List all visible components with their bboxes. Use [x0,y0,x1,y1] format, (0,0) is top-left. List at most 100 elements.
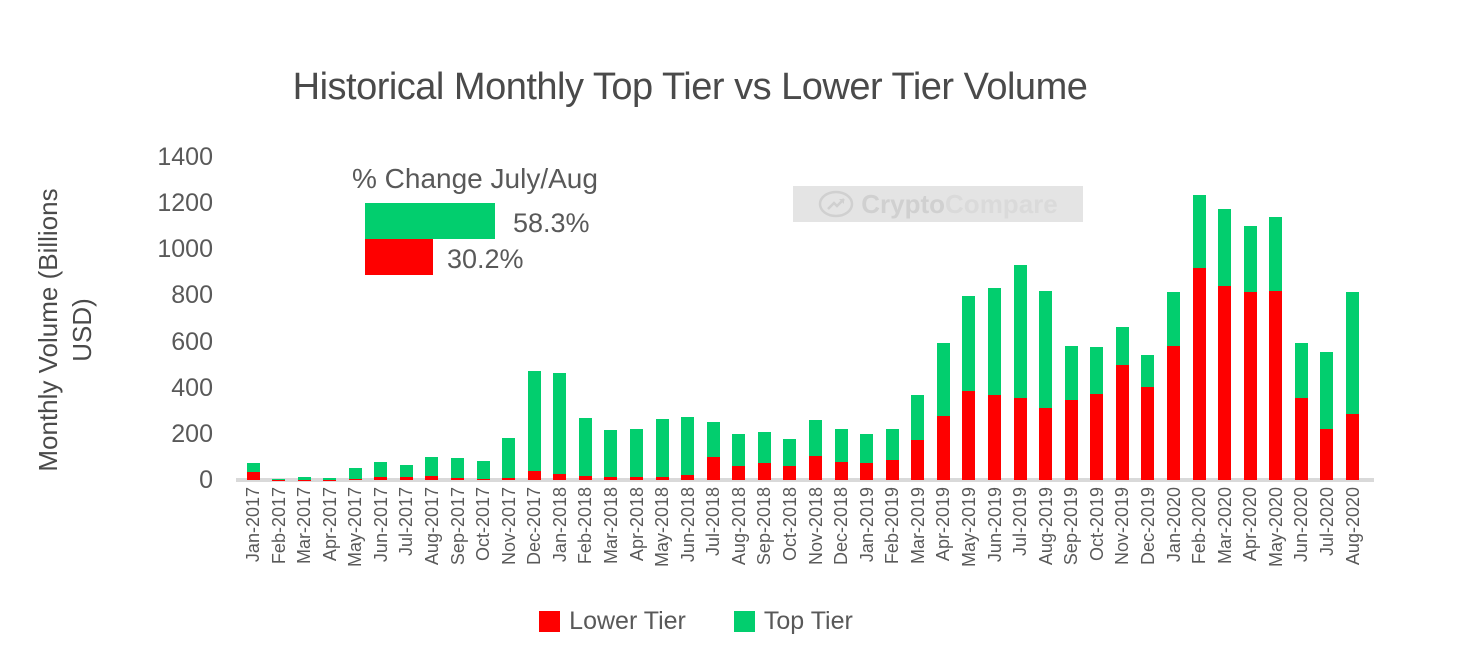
legend-item-top-tier: Top Tier [733,607,853,636]
bar-segment-lower-tier [630,477,644,480]
bar-Mar-2020 [1218,208,1232,480]
bar-segment-lower-tier [399,476,413,480]
y-tick-label: 400 [171,373,213,402]
bar-segment-top-tier [1294,343,1308,398]
cryptocompare-logo-icon [819,190,854,218]
bar-Feb-2019 [885,428,899,480]
bar-Apr-2020 [1243,226,1257,480]
y-tick-label: 1400 [157,143,213,171]
bar-Apr-2019 [936,342,950,480]
bar-segment-top-tier [911,394,925,441]
bar-segment-lower-tier [1039,407,1053,480]
bar-segment-top-tier [936,342,950,416]
bar-segment-top-tier [246,463,260,473]
bar-segment-top-tier [1039,291,1053,408]
bar-segment-top-tier [604,430,618,478]
bar-Oct-2018 [783,439,797,480]
bar-segment-lower-tier [1192,267,1206,480]
bar-segment-top-tier [348,468,362,480]
bar-segment-lower-tier [988,395,1002,480]
bar-segment-lower-tier [527,470,541,480]
bar-segment-top-tier [451,458,465,479]
bar-segment-lower-tier [1090,393,1104,480]
bar-Sep-2018 [757,432,771,480]
bar-segment-top-tier [1192,195,1206,268]
bar-segment-top-tier [988,288,1002,396]
bar-segment-lower-tier [681,474,695,480]
bar-segment-top-tier [476,461,490,480]
bar-segment-lower-tier [1167,346,1181,480]
bar-segment-top-tier [323,477,337,480]
bar-Nov-2017 [502,437,516,480]
bar-segment-lower-tier [451,478,465,480]
bar-segment-lower-tier [911,440,925,480]
bar-segment-top-tier [1269,217,1283,292]
y-axis-title: Monthly Volume (Billions USD) [33,188,97,472]
bar-Feb-2020 [1192,195,1206,480]
bar-segment-lower-tier [962,390,976,480]
y-tick-label: 0 [199,466,213,494]
bar-segment-lower-tier [834,461,848,480]
annotation-lower-tier-value: 30.2% [447,244,524,274]
legend: Lower Tier Top Tier [176,607,1216,636]
bar-segment-lower-tier [246,472,260,480]
bar-Sep-2017 [451,458,465,480]
bar-segment-top-tier [834,428,848,462]
bar-segment-top-tier [860,434,874,463]
bar-Jun-2020 [1294,343,1308,480]
bar-Jan-2020 [1167,292,1181,480]
bar-segment-top-tier [783,439,797,467]
bar-Jan-2017 [246,463,260,480]
bar-segment-top-tier [1090,347,1104,394]
legend-label-top-tier: Top Tier [763,607,853,635]
bar-Oct-2019 [1090,347,1104,480]
x-axis-line [236,478,1374,482]
bar-segment-lower-tier [936,415,950,480]
bar-segment-lower-tier [706,457,720,480]
bar-Dec-2017 [527,371,541,480]
bar-segment-top-tier [706,421,720,458]
bar-Jul-2017 [399,465,413,480]
bar-Feb-2018 [578,417,592,480]
bar-segment-lower-tier [655,476,669,480]
bar-Aug-2020 [1346,291,1359,480]
bar-Nov-2018 [809,420,823,480]
bar-segment-lower-tier [1064,400,1078,480]
bar-segment-top-tier [272,478,286,480]
bar-May-2017 [348,468,362,480]
bar-segment-lower-tier [885,460,899,480]
bar-segment-top-tier [1243,226,1257,292]
bar-Dec-2018 [834,428,848,480]
watermark-text-compare: Compare [945,188,1058,219]
watermark-text: CryptoCompare [861,189,1057,220]
bar-Jul-2020 [1320,352,1334,480]
bar-segment-top-tier [655,419,669,477]
bar-Oct-2017 [476,461,490,480]
bar-segment-lower-tier [348,479,362,480]
bar-segment-lower-tier [1013,397,1027,480]
bar-Aug-2018 [732,434,746,480]
bar-segment-lower-tier [1141,387,1155,480]
y-tick-label: 200 [171,419,213,448]
bar-segment-lower-tier [757,463,771,480]
bar-May-2019 [962,296,976,480]
bar-Mar-2018 [604,430,618,480]
bar-segment-lower-tier [783,466,797,480]
bar-Jan-2018 [553,372,567,480]
bar-segment-lower-tier [425,476,439,480]
bar-Dec-2019 [1141,354,1155,480]
bar-Jun-2019 [988,288,1002,480]
legend-label-lower-tier: Lower Tier [569,607,686,635]
bar-segment-top-tier [1346,291,1359,415]
bar-Aug-2019 [1039,291,1053,480]
bar-segment-lower-tier [374,477,388,480]
bar-Feb-2017 [272,478,286,480]
legend-item-lower-tier: Lower Tier [539,607,686,636]
bar-segment-top-tier [1167,292,1181,347]
bar-Mar-2019 [911,394,925,480]
annotation-title: % Change July/Aug [352,163,598,194]
y-tick-label: 1000 [157,235,213,264]
bar-segment-lower-tier [732,465,746,480]
bar-Mar-2017 [297,477,311,480]
